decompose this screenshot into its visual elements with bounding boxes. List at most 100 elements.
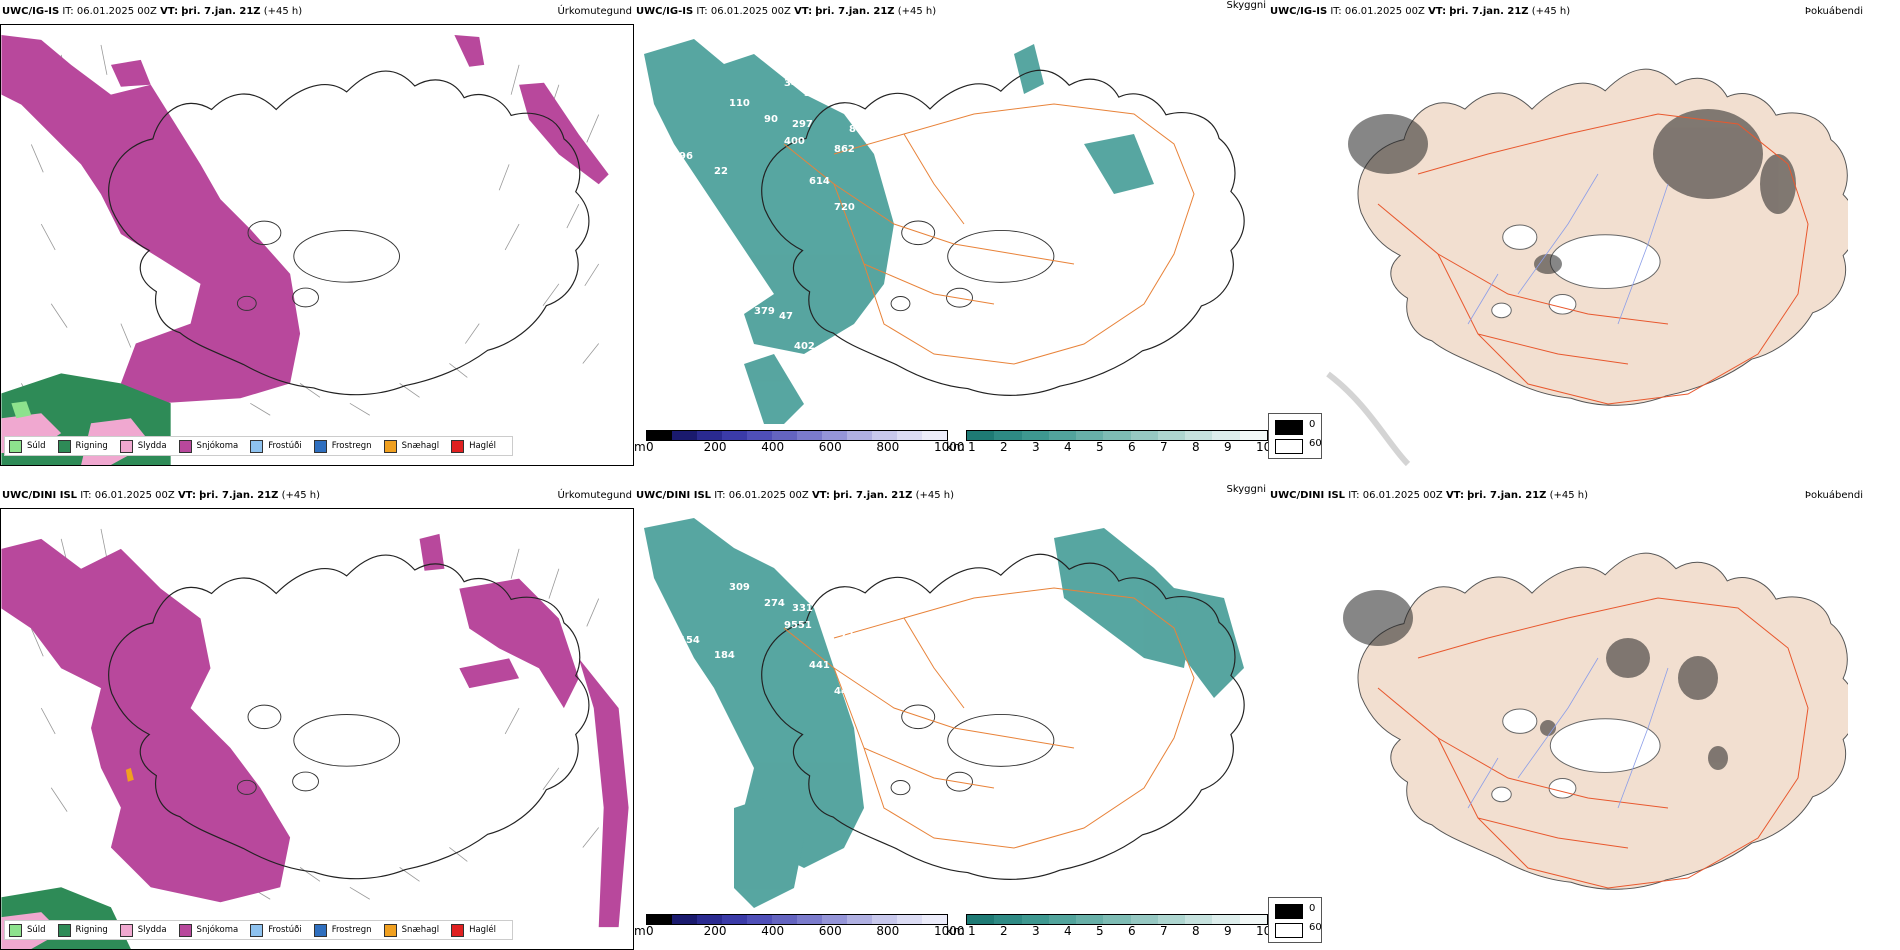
fog-legend: 0 60 — [1268, 413, 1322, 459]
precip-legend-swatch — [313, 923, 327, 937]
colorbar-tick: 7 — [1160, 440, 1168, 454]
visibility-value-label: 264 — [784, 562, 805, 573]
road-network — [783, 103, 1195, 365]
colorbar-tick: 400 — [761, 440, 785, 454]
init-time: 06.01.2025 00Z — [728, 490, 809, 501]
visibility-colorbar: 1 2 3 4 5 6 7 8 9 10 km — [946, 430, 1271, 460]
precip-legend-swatch — [9, 923, 22, 937]
precip-legend-item: Haglél — [451, 439, 497, 453]
visibility-value-label: 388 — [804, 88, 825, 99]
precip-legend-item: Frostúði — [250, 439, 302, 453]
colorbar-segment — [822, 431, 847, 440]
colorbar-segment — [1212, 431, 1240, 440]
visibility-value-label: 331 — [792, 603, 813, 614]
colorbar-tick: 10 — [1256, 924, 1272, 938]
panel-title: Úrkomutegund — [557, 490, 632, 501]
it-label: IT: — [80, 490, 92, 501]
precip-legend-swatch — [383, 923, 397, 937]
colorbar-tick: 800 — [876, 924, 900, 938]
colorbar-segment — [872, 915, 897, 924]
model-name: UWC/IG-IS — [2, 6, 60, 17]
precip-legend-swatch — [250, 439, 264, 453]
precip-legend-label: Snjókoma — [196, 925, 239, 935]
colorbar-segment — [1103, 431, 1131, 440]
valid-time: þri. 7.jan. 21Z — [1467, 490, 1547, 501]
ceiling-unit: m — [634, 440, 646, 454]
precip-legend-swatch — [178, 923, 192, 937]
valid-time: þri. 7.jan. 21Z — [181, 6, 261, 17]
visibility-value-label: 274 — [764, 598, 785, 609]
fog-legend-label-60: 60 — [1309, 922, 1322, 933]
precip-type-panel: UWC/IG-IS IT: 06.01.2025 00Z VT: þri. 7.… — [0, 0, 634, 466]
colorbar-tick: 8 — [1192, 924, 1200, 938]
colorbar-segment — [897, 915, 922, 924]
colorbar-segment — [1130, 431, 1158, 440]
it-label: IT: — [696, 6, 708, 17]
colorbar-tick: 4 — [1064, 440, 1072, 454]
colorbar-segment — [772, 915, 797, 924]
precip-legend-swatch — [383, 439, 397, 453]
precip-legend-item: Rigning — [57, 923, 108, 937]
vt-label: VT: — [160, 6, 179, 17]
fog-legend-swatch-0 — [1275, 420, 1303, 435]
colorbar-tick: 5 — [1096, 440, 1104, 454]
colorbar-segment — [822, 915, 847, 924]
precip-legend-item: Frostregn — [313, 439, 372, 453]
rivers — [1467, 173, 1669, 325]
precip-legend-label: Snæhagl — [401, 441, 440, 451]
colorbar-segment — [697, 915, 722, 924]
visibility-value-label: 379 — [754, 306, 775, 317]
colorbar-segment — [722, 915, 747, 924]
precip-legend-item: Snæhagl — [383, 923, 439, 937]
colorbar-segment — [1076, 915, 1104, 924]
colorbar-segment — [747, 915, 772, 924]
colorbar-segment — [1157, 431, 1186, 440]
visibility-value-label: 96 — [679, 151, 693, 162]
precip-legend-item: Snæhagl — [383, 439, 440, 453]
precip-legend-swatch — [57, 439, 71, 453]
colorbar-tick: 9 — [1224, 924, 1232, 938]
precip-legend-label: Haglél — [469, 441, 497, 451]
colorbar-segment — [1239, 431, 1267, 440]
colorbar-segment — [967, 915, 995, 924]
fog-panel: UWC/DINI ISL IT: 06.01.2025 00Z VT: þri.… — [1268, 484, 1900, 950]
panel-header: UWC/DINI ISL IT: 06.01.2025 00Z VT: þri.… — [1268, 484, 1900, 508]
colorbar-tick: 1000 — [934, 440, 965, 454]
model-name: UWC/DINI ISL — [2, 490, 78, 501]
panel-title: Þokuábendi — [1804, 490, 1863, 501]
road-network — [783, 587, 1195, 849]
visibility-panel: UWC/IG-IS IT: 06.01.2025 00Z VT: þri. 7.… — [634, 0, 1271, 466]
colorbar-tick: 400 — [761, 924, 785, 938]
it-label: IT: — [62, 6, 74, 17]
colorbar-segment — [747, 431, 772, 440]
colorbar-segment — [722, 431, 747, 440]
colorbar-segment — [797, 431, 822, 440]
visibility-value-label: 883 — [849, 124, 870, 135]
panel-header: UWC/IG-IS IT: 06.01.2025 00Z VT: þri. 7.… — [0, 0, 634, 24]
colorbar-tick: 1000 — [934, 924, 965, 938]
init-time: 06.01.2025 00Z — [76, 6, 157, 17]
colorbar-segment — [1021, 431, 1049, 440]
panel-title: Skyggni — [1226, 484, 1266, 495]
row-ig-is: UWC/IG-IS IT: 06.01.2025 00Z VT: þri. 7.… — [0, 0, 1900, 466]
row-dini-isl: UWC/DINI ISL IT: 06.01.2025 00Z VT: þri.… — [0, 484, 1900, 950]
visibility-colorbar: 1 2 3 4 5 6 7 8 9 10 km — [946, 914, 1272, 944]
lead-time: (+45 h) — [897, 6, 937, 17]
visibility-value-label: 208 — [774, 56, 795, 67]
colorbar-segment — [697, 431, 722, 440]
low-vis-areas — [644, 518, 1244, 908]
colorbar-tick: 200 — [703, 924, 727, 938]
fog-roads — [1377, 597, 1809, 889]
precip-legend-label: Rigning — [75, 925, 108, 935]
precip-type-panel: UWC/DINI ISL IT: 06.01.2025 00Z VT: þri.… — [0, 484, 634, 950]
precip-legend-swatch — [57, 923, 71, 937]
colorbar-segment — [672, 431, 697, 440]
rivers — [1467, 657, 1669, 809]
colorbar-segment — [1239, 915, 1267, 924]
colorbar-tick: 800 — [876, 440, 900, 454]
init-time: 06.01.2025 00Z — [1362, 490, 1443, 501]
panel-header: UWC/DINI ISL IT: 06.01.2025 00Z VT: þri.… — [634, 484, 1268, 508]
